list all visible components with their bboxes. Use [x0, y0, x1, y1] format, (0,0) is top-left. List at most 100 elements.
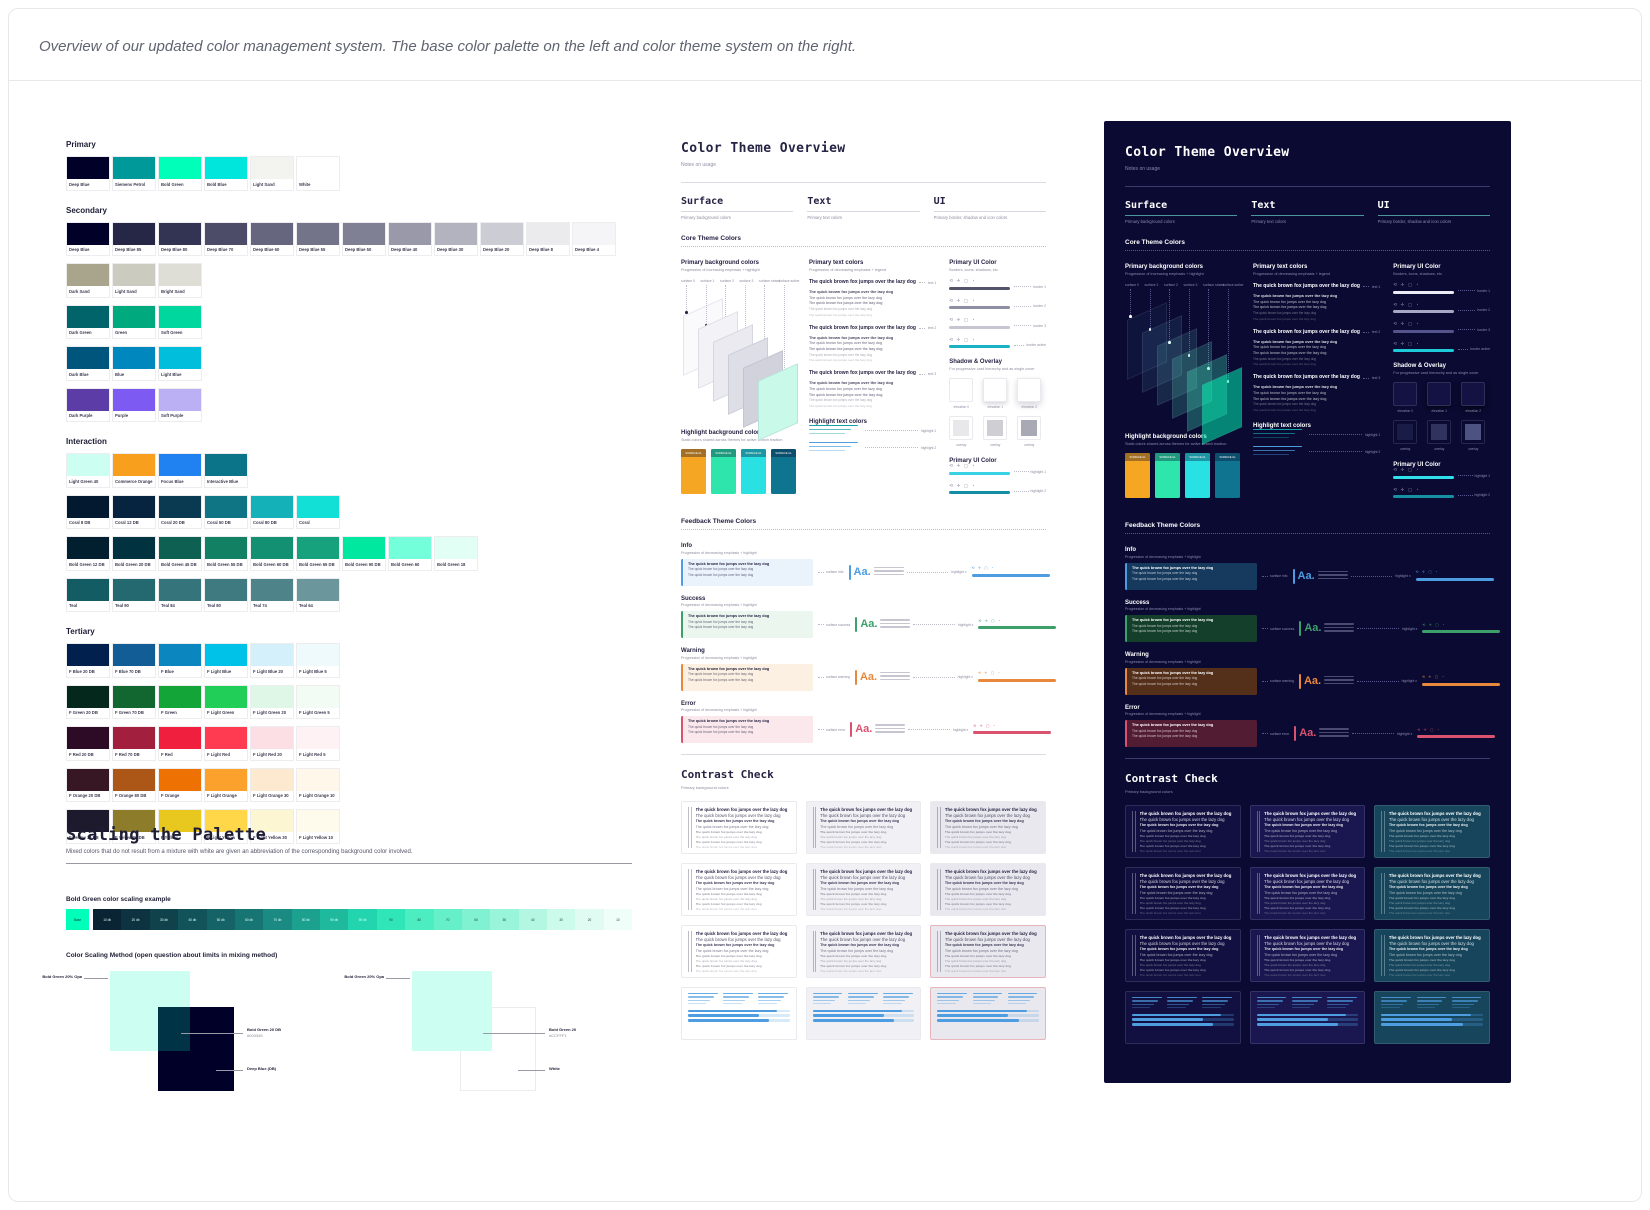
contrast-card[interactable]: The quick brown fox jumps over the lazy … — [805, 925, 922, 978]
ui-bar[interactable] — [1393, 349, 1455, 352]
color-swatch[interactable]: F Orange 20 DB — [66, 767, 110, 802]
color-swatch[interactable]: F Light Blue 20 — [250, 643, 294, 678]
color-swatch[interactable]: F Orange — [158, 767, 202, 802]
elevation-square[interactable] — [1393, 382, 1418, 406]
elevation-square[interactable] — [1461, 382, 1486, 406]
highlight-card[interactable]: SURFACE HL — [1155, 453, 1180, 498]
color-swatch[interactable]: F Red 20 DB — [66, 726, 110, 761]
ui-bar[interactable] — [949, 325, 1011, 329]
contrast-card[interactable]: The quick brown fox jumps over the lazy … — [681, 925, 797, 978]
color-swatch[interactable]: Deep Blue — [66, 156, 110, 191]
color-swatch[interactable]: F Green 70 DB — [112, 684, 156, 719]
feedback-card[interactable]: The quick brown fox jumps over the lazy … — [1125, 720, 1257, 747]
highlight-card[interactable]: SURFACE HL — [711, 449, 736, 494]
color-swatch[interactable]: Deep Blue 20 — [480, 221, 524, 256]
progress-track[interactable] — [688, 1009, 790, 1013]
color-swatch[interactable]: Commerce Orange — [112, 453, 156, 488]
scale-strip-cell[interactable]: 30 — [547, 909, 576, 930]
ui-bar[interactable] — [1393, 329, 1455, 333]
color-swatch[interactable]: F Light Yellow 30 — [250, 809, 294, 844]
progress-track[interactable] — [1381, 1013, 1483, 1017]
color-swatch[interactable]: Teal 80 — [204, 577, 248, 612]
progress-track[interactable] — [1132, 1023, 1234, 1026]
contrast-card[interactable] — [681, 987, 797, 1040]
progress-track[interactable] — [1132, 1018, 1234, 1021]
color-swatch[interactable]: F Green 20 DB — [66, 684, 110, 719]
overlay-square[interactable] — [983, 416, 1008, 440]
scale-strip-cell[interactable]: Base — [66, 909, 89, 930]
progress-track[interactable] — [1256, 1018, 1359, 1021]
color-swatch[interactable]: Dark Blue — [66, 346, 110, 381]
color-swatch[interactable]: Bold Green 20 DB — [112, 536, 156, 571]
color-swatch[interactable]: Deep Blue — [66, 221, 110, 256]
color-swatch[interactable]: Light Green 40 — [66, 453, 110, 488]
color-swatch[interactable]: Blue — [112, 346, 156, 381]
contrast-card[interactable]: The quick brown fox jumps over the lazy … — [805, 863, 922, 916]
color-swatch[interactable]: F Blue 70 DB — [112, 643, 156, 678]
color-swatch[interactable]: Deep Blue 50 — [342, 221, 386, 256]
highlight-card[interactable]: SURFACE HL — [1215, 453, 1240, 498]
progress-track[interactable] — [688, 1019, 790, 1022]
progress-track[interactable] — [812, 1014, 915, 1017]
progress-track[interactable] — [1381, 1018, 1483, 1021]
color-swatch[interactable]: Coral 20 DB — [158, 494, 202, 529]
color-swatch[interactable]: Green — [112, 304, 156, 339]
ui-bar[interactable] — [1393, 310, 1455, 313]
color-swatch[interactable]: Siemens Petrol — [112, 156, 156, 191]
highlight-card[interactable]: SURFACE HL — [771, 449, 796, 494]
scale-strip-cell[interactable]: 50 db — [206, 909, 235, 930]
color-swatch[interactable]: F Light Red 5 — [296, 726, 340, 761]
scale-strip-cell[interactable]: 60 db — [234, 909, 264, 930]
color-swatch[interactable]: F Orange 80 DB — [112, 767, 156, 802]
contrast-card[interactable]: The quick brown fox jumps over the lazy … — [1374, 929, 1490, 982]
scale-strip-cell[interactable]: 40 — [518, 909, 547, 930]
elevation-square[interactable] — [983, 378, 1008, 402]
scale-strip-cell[interactable]: 50 — [490, 909, 519, 930]
color-swatch[interactable]: Coral 80 DB — [250, 494, 294, 529]
color-swatch[interactable]: Deep Blue 40 — [388, 221, 432, 256]
color-swatch[interactable]: Teal — [66, 577, 110, 612]
color-swatch[interactable]: Coral 12 DB — [112, 494, 156, 529]
color-swatch[interactable]: F Light Green 20 — [250, 684, 294, 719]
feedback-card[interactable]: The quick brown fox jumps over the lazy … — [1125, 562, 1257, 590]
color-swatch[interactable]: Bold Blue — [204, 156, 248, 191]
color-swatch[interactable]: F Light Yellow — [204, 809, 248, 844]
color-swatch[interactable]: Dark Purple — [66, 387, 110, 422]
color-swatch[interactable]: Bold Green 60 DB — [250, 536, 294, 571]
color-swatch[interactable]: Deep Blue 60 — [250, 221, 294, 256]
ui-bar[interactable] — [949, 345, 1011, 348]
elevation-square[interactable] — [1017, 378, 1042, 402]
highlight-card[interactable]: SURFACE HL — [1125, 453, 1150, 498]
color-swatch[interactable]: Deep Blue 70 — [204, 221, 248, 256]
highlight-card[interactable]: SURFACE HL — [1185, 453, 1210, 498]
scale-strip-cell[interactable]: 80 — [405, 909, 434, 930]
overlay-square[interactable] — [1393, 420, 1418, 444]
feedback-bar[interactable] — [1417, 735, 1496, 739]
scale-strip-cell[interactable]: 90 db — [320, 909, 349, 930]
color-swatch[interactable]: White — [296, 156, 340, 191]
ui-bar[interactable] — [1393, 475, 1455, 479]
color-swatch[interactable]: F Light Blue — [204, 643, 248, 678]
ui-bar[interactable] — [949, 306, 1011, 309]
feedback-bar[interactable] — [977, 678, 1056, 682]
color-swatch[interactable]: Bold Green 65 DB — [296, 536, 340, 571]
color-swatch[interactable]: Bold Green 12 DB — [66, 536, 110, 571]
color-swatch[interactable]: Light Blue — [158, 346, 202, 381]
color-swatch[interactable]: Bold Green — [158, 156, 202, 191]
contrast-card[interactable]: The quick brown fox jumps over the lazy … — [930, 863, 1046, 916]
color-swatch[interactable]: F Light Green — [204, 684, 248, 719]
contrast-card[interactable] — [805, 987, 922, 1040]
feedback-card[interactable]: The quick brown fox jumps over the lazy … — [1125, 615, 1257, 642]
progress-track[interactable] — [812, 1009, 915, 1013]
color-swatch[interactable]: Deep Blue 85 — [112, 221, 156, 256]
contrast-card[interactable]: The quick brown fox jumps over the lazy … — [1249, 805, 1366, 858]
scale-strip-cell[interactable]: 70 — [433, 909, 462, 930]
feedback-bar[interactable] — [971, 573, 1050, 577]
overlay-square[interactable] — [1017, 416, 1042, 440]
feedback-card[interactable]: The quick brown fox jumps over the lazy … — [681, 611, 813, 638]
color-swatch[interactable]: Bright Sand — [158, 263, 202, 298]
color-swatch[interactable]: Bold Green 18 — [434, 536, 478, 571]
scale-strip-cell[interactable]: 20 db — [121, 909, 150, 930]
progress-track[interactable] — [1381, 1023, 1483, 1026]
color-swatch[interactable]: Teal 64 — [296, 577, 340, 612]
